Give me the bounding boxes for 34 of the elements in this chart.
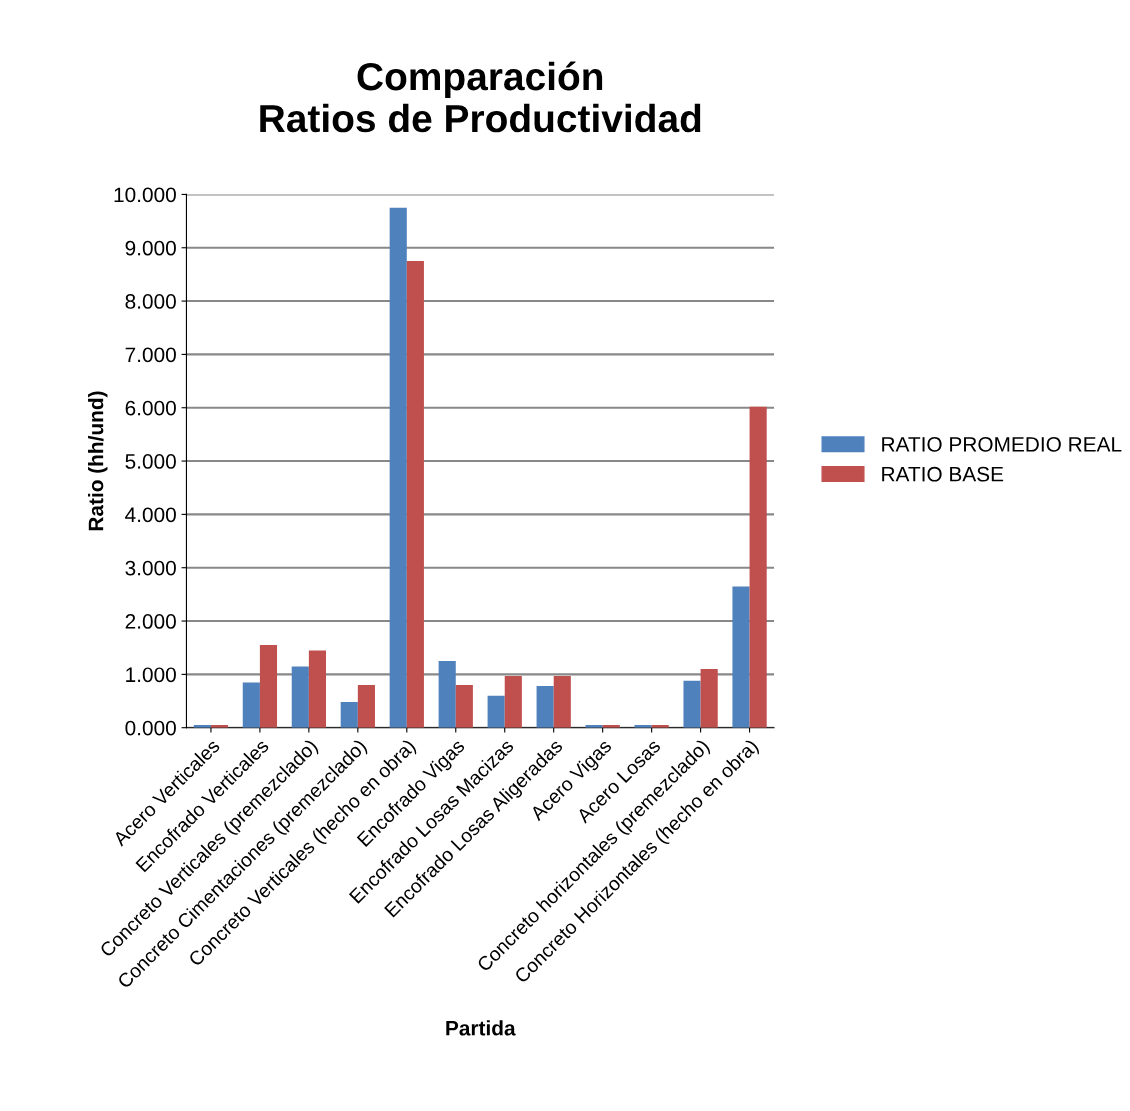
bar [291,666,309,728]
y-tick-label: 0.000 [125,720,176,736]
y-tick-label: 7.000 [125,347,176,363]
bar [389,207,407,728]
bar [340,702,358,728]
y-tick-label: 6.000 [125,400,176,416]
bar [732,586,750,728]
bar [438,661,456,728]
bar [504,675,522,728]
bar [357,685,375,728]
y-tick-label: 5.000 [125,454,176,469]
bar [536,686,554,728]
y-axis-title: Ratio (hh/und) [88,391,108,531]
bar [308,650,327,728]
bar [553,675,571,728]
legend-label: RATIO PROMEDIO REAL [882,436,1122,452]
bar [455,685,473,728]
y-tick-label: 9.000 [125,240,176,256]
bar [406,261,424,728]
y-tick-label: 10.000 [114,187,176,203]
bar [487,695,505,728]
y-tick-label: 1.000 [126,667,176,683]
y-tick-label: 2.000 [125,614,176,629]
bar [242,682,260,728]
bar [749,406,767,728]
bar [259,645,278,728]
chart-title: Comparación Ratios de Productividad [260,61,701,133]
legend-label: RATIO BASE [882,466,1004,482]
x-axis-title: Partida [446,1020,516,1036]
bar [683,680,701,728]
bar [700,669,718,728]
y-tick-label: 4.000 [125,507,176,523]
y-tick-label: 8.000 [125,294,176,309]
y-tick-label: 3.000 [125,560,176,576]
